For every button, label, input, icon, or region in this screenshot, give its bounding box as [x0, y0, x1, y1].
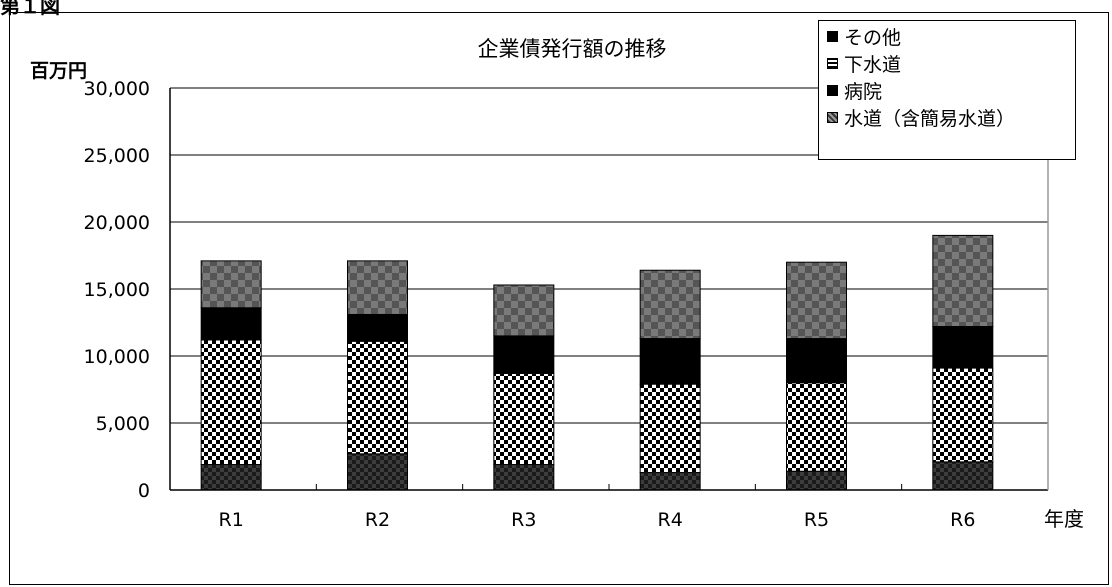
- y-tick-label: 0: [138, 480, 150, 502]
- bars: [200, 234, 994, 491]
- legend-label-water: 水道（含簡易水道）: [844, 108, 1016, 130]
- y-tick-label: 30,000: [84, 78, 150, 100]
- bar-segment-other: [786, 261, 847, 340]
- bar-segment-water: [786, 470, 847, 491]
- bar-segment-hospital: [932, 367, 994, 463]
- bar-segment-other: [493, 284, 555, 337]
- y-tick-labels: 0 5,000 10,000 15,000 20,000 25,000 30,000: [84, 78, 150, 502]
- x-tick-label: R6: [950, 509, 975, 531]
- y-tick-label: 10,000: [84, 346, 150, 368]
- legend-label-hospital: 病院: [844, 81, 883, 103]
- bar-segment-other: [932, 234, 994, 328]
- bar-segment-hospital: [347, 340, 408, 455]
- bar-segment-water: [639, 472, 701, 491]
- x-tick-labels: R1 R2 R3 R4 R5 R6: [219, 484, 1049, 531]
- legend-swatch-other: [827, 31, 838, 42]
- legend-item-hospital: 病院: [827, 77, 1075, 104]
- legend-item-water: 水道（含簡易水道）: [827, 104, 1075, 131]
- legend-label-sewer: 下水道: [844, 54, 902, 76]
- legend-item-other: その他: [827, 23, 1075, 50]
- x-tick-label: R5: [804, 509, 829, 531]
- bar-segment-other: [200, 260, 262, 309]
- y-tick-label: 5,000: [96, 413, 150, 435]
- bar-segment-other: [639, 269, 701, 340]
- bar-segment-water: [932, 461, 994, 491]
- bar-segment-sewer: [347, 313, 408, 342]
- legend-swatch-sewer: [827, 58, 838, 69]
- legend-label-other: その他: [844, 27, 902, 49]
- chart-title: 企業債発行額の推移: [478, 37, 667, 61]
- legend-swatch-water: [827, 112, 838, 123]
- bar-segment-other: [347, 260, 408, 315]
- bar-segment-sewer: [932, 326, 994, 369]
- legend: その他 下水道 病院 水道（含簡易水道）: [818, 20, 1076, 160]
- bar-segment-sewer: [639, 338, 701, 385]
- y-tick-label: 20,000: [84, 212, 150, 234]
- bar-segment-water: [200, 464, 262, 491]
- x-axis-label: 年度: [1044, 507, 1084, 531]
- x-tick-label: R2: [365, 509, 390, 531]
- bar-segment-hospital: [200, 339, 262, 466]
- y-axis-label: 百万円: [30, 60, 87, 82]
- chart-frame: [9, 12, 1109, 585]
- legend-swatch-hospital: [827, 85, 838, 96]
- x-tick-label: R1: [219, 509, 244, 531]
- bar-segment-sewer: [493, 335, 555, 374]
- bar-segment-water: [493, 464, 555, 491]
- bar-segment-hospital: [639, 383, 701, 474]
- y-tick-label: 25,000: [84, 145, 150, 167]
- bar-segment-sewer: [200, 307, 262, 341]
- bar-segment-water: [347, 453, 408, 491]
- y-tick-label: 15,000: [84, 279, 150, 301]
- x-tick-label: R4: [658, 509, 683, 531]
- bar-segment-hospital: [493, 372, 555, 466]
- x-tick-label: R3: [511, 509, 536, 531]
- legend-item-sewer: 下水道: [827, 50, 1075, 77]
- figure-label: 第１図: [0, 0, 60, 18]
- bar-segment-sewer: [786, 338, 847, 384]
- bar-segment-hospital: [786, 382, 847, 472]
